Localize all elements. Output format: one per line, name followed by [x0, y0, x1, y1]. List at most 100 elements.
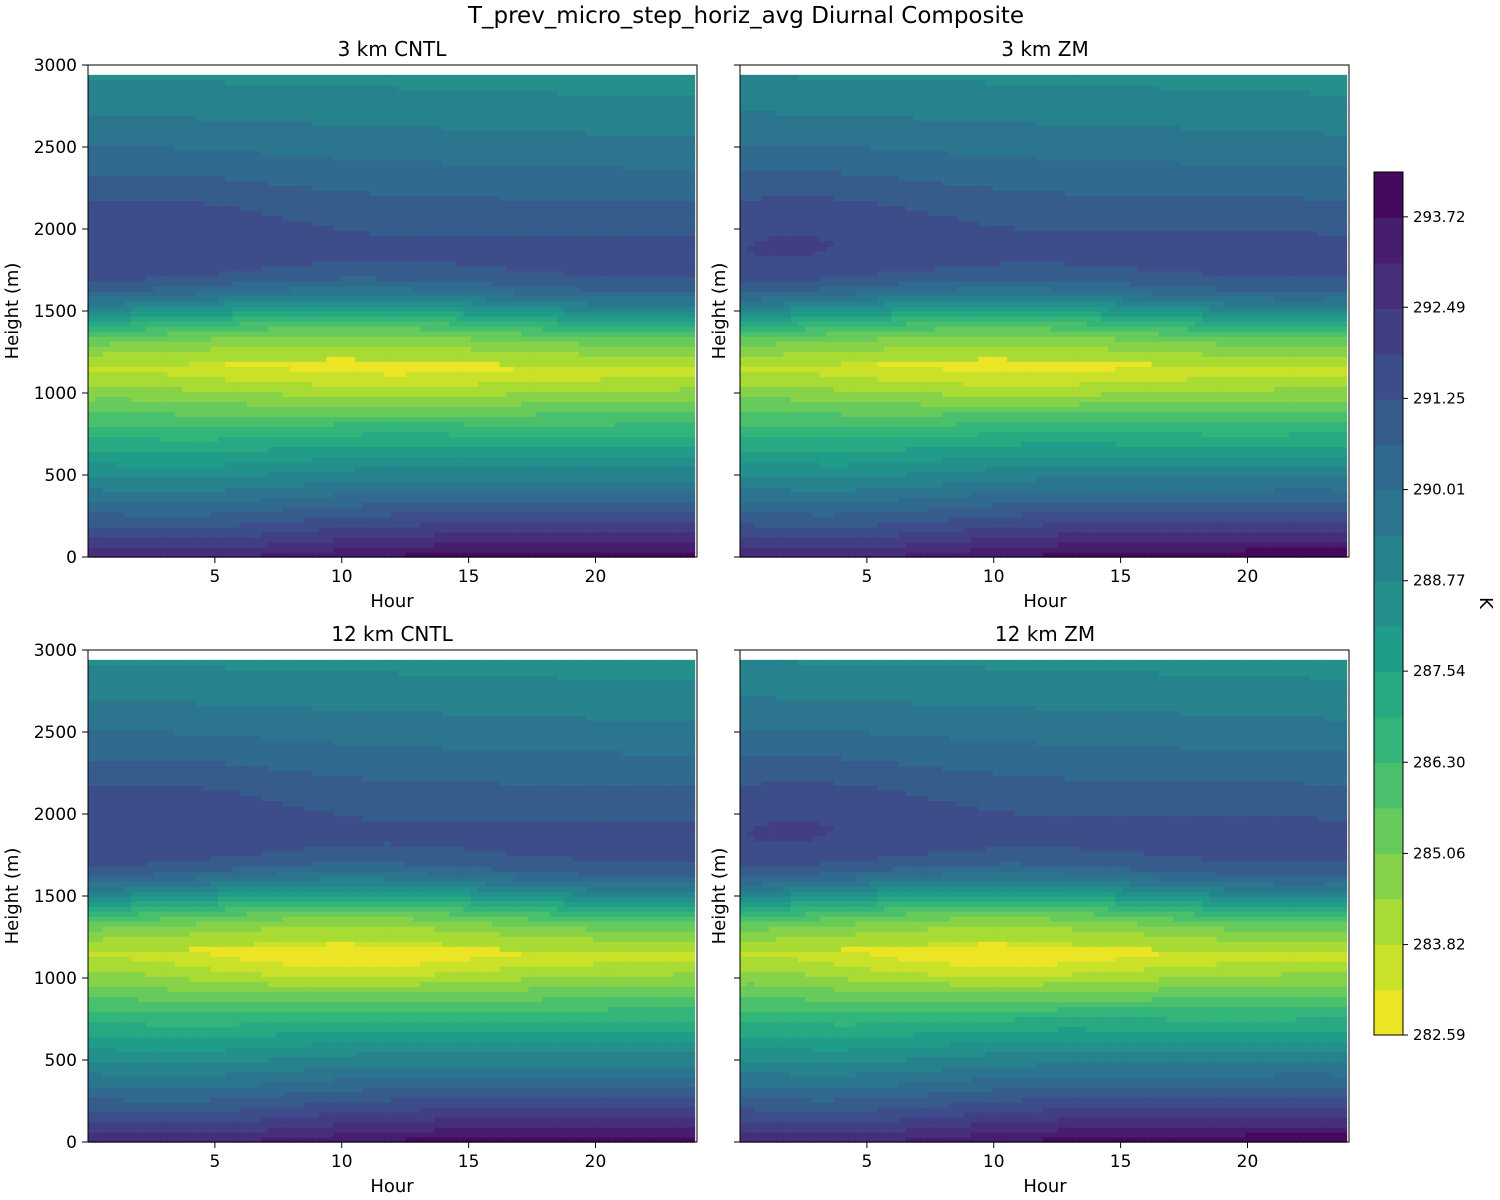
contour-cell [160, 406, 168, 412]
contour-cell [88, 170, 96, 176]
contour-cell [95, 271, 103, 277]
contour-cell [124, 226, 132, 232]
contour-cell [160, 215, 168, 221]
contour-cell [131, 431, 139, 437]
contour-cell [167, 447, 175, 453]
contour-cell [110, 542, 118, 548]
contour-cell [160, 311, 168, 317]
contour-cell [117, 542, 125, 548]
contour-cell [160, 356, 168, 362]
contour-cell [146, 547, 154, 553]
contour-cell [139, 447, 147, 453]
contour-cell [131, 537, 139, 543]
contour-cell [131, 321, 139, 327]
contour-cell [153, 406, 161, 412]
contour-cell [153, 170, 161, 176]
contour-cell [88, 321, 96, 327]
contour-cell [167, 502, 175, 508]
contour-cell [110, 276, 118, 282]
contour-cell [117, 246, 125, 252]
contour-cell [167, 457, 175, 463]
contour-cell [160, 396, 168, 402]
contour-cell [139, 231, 147, 237]
contour-cell [153, 115, 161, 121]
contour-cell [110, 321, 118, 327]
contour-cell [153, 502, 161, 508]
contour-cell [167, 421, 175, 427]
contour-cell [139, 391, 147, 397]
contour-cell [146, 150, 154, 156]
contour-field [88, 75, 695, 558]
contour-cell [110, 507, 118, 513]
contour-cell [117, 135, 125, 141]
contour-cell [131, 281, 139, 287]
contour-cell [167, 517, 175, 523]
contour-cell [146, 386, 154, 392]
contour-cell [110, 170, 118, 176]
contour-cell [153, 231, 161, 237]
contour-cell [95, 100, 103, 106]
contour-cell [95, 416, 103, 422]
contour-cell [124, 401, 132, 407]
contour-cell [102, 105, 110, 111]
contour-cell [95, 251, 103, 257]
contour-cell [160, 165, 168, 171]
contour-cell [160, 210, 168, 216]
contour-cell [102, 226, 110, 232]
contour-cell [117, 80, 125, 86]
contour-cell [146, 416, 154, 422]
contour-cell [95, 532, 103, 538]
contour-cell [102, 110, 110, 116]
contour-cell [146, 532, 154, 538]
contour-cell [124, 231, 132, 237]
contour-cell [102, 155, 110, 161]
contour-cell [139, 351, 147, 357]
contour-cell [146, 155, 154, 161]
contour-cell [124, 532, 132, 538]
contour-cell [88, 366, 96, 372]
contour-cell [110, 336, 118, 342]
contour-cell [124, 286, 132, 292]
contour-cell [110, 135, 118, 141]
contour-cell [95, 185, 103, 191]
contour-cell [110, 426, 118, 432]
contour-cell [131, 296, 139, 302]
contour-cell [95, 462, 103, 468]
contour-cell [117, 487, 125, 493]
contour-cell [88, 90, 96, 96]
contour-cell [88, 251, 96, 257]
contour-cell [160, 251, 168, 257]
contour-cell [124, 487, 132, 493]
contour-cell [139, 120, 147, 126]
contour-cell [160, 105, 168, 111]
contour-cell [117, 195, 125, 201]
contour-cell [102, 452, 110, 458]
contour-cell [139, 386, 147, 392]
contour-cell [131, 90, 139, 96]
contour-cell [102, 316, 110, 322]
contour-cell [131, 512, 139, 518]
contour-cell [110, 331, 118, 337]
contour-cell [131, 200, 139, 206]
contour-cell [131, 80, 139, 86]
contour-cell [88, 115, 96, 121]
contour-cell [131, 522, 139, 528]
contour-cell [124, 85, 132, 91]
contour-cell [153, 421, 161, 427]
contour-cell [102, 346, 110, 352]
contour-cell [117, 441, 125, 447]
contour-cell [124, 547, 132, 553]
contour-cell [117, 381, 125, 387]
contour-cell [124, 462, 132, 468]
contour-cell [110, 386, 118, 392]
contour-cell [110, 251, 118, 257]
contour-cell [95, 487, 103, 493]
contour-cell [88, 100, 96, 106]
contour-cell [88, 210, 96, 216]
contour-cell [117, 426, 125, 432]
contour-cell [167, 296, 175, 302]
contour-cell [146, 281, 154, 287]
contour-cell [88, 336, 96, 342]
contour-cell [124, 416, 132, 422]
contour-cell [167, 301, 175, 307]
